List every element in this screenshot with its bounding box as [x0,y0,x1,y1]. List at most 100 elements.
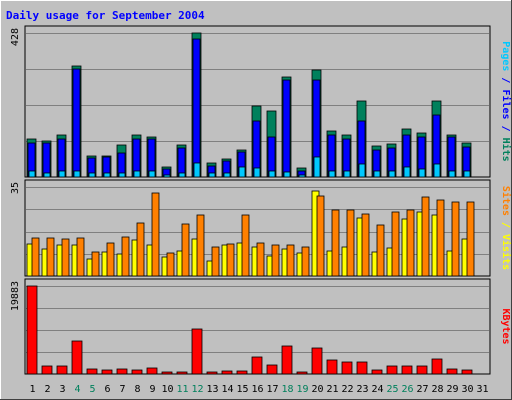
panel-bottom: 19883 KBytes [10,278,511,375]
bar-kbytes-day-29 [446,368,458,375]
chart-title: Daily usage for September 2004 [6,9,205,22]
bar-kbytes-day-27 [416,365,428,375]
bar-pages-day-19 [298,174,306,178]
x-label-day-22: 22 [341,384,353,395]
panel-top: 428 Pages / Files / Hits [10,25,512,178]
bar-sites-day-9 [151,192,160,277]
bar-pages-day-29 [448,170,456,178]
bar-kbytes-day-1 [26,285,38,375]
bar-kbytes-day-17 [266,364,278,375]
bar-kbytes-day-5 [86,368,98,375]
x-label-day-4: 4 [74,384,80,395]
bar-kbytes-day-18 [281,345,293,375]
bar-pages-day-25 [388,170,396,178]
bar-pages-day-11 [178,172,186,178]
bar-sites-day-5 [91,251,100,277]
panel-bottom-max-label: 19883 [10,281,21,311]
panel-middle-max-label: 35 [10,182,21,194]
bar-pages-day-9 [148,170,156,178]
bar-sites-day-8 [136,222,145,277]
x-label-day-16: 16 [251,384,263,395]
bar-pages-day-18 [283,171,291,178]
legend-part: Pages [500,41,511,71]
bar-kbytes-day-13 [206,371,218,375]
bar-pages-day-3 [58,170,66,178]
x-label-day-3: 3 [59,384,65,395]
legend-part: Hits [500,138,512,162]
bar-pages-day-30 [463,170,471,178]
bar-pages-day-7 [118,172,126,178]
bar-pages-day-6 [103,172,111,178]
bar-sites-day-15 [241,214,250,277]
bar-files-day-4 [72,68,81,178]
bar-kbytes-day-25 [386,365,398,375]
bar-pages-day-5 [88,172,96,178]
bar-sites-day-27 [421,196,430,277]
bar-pages-day-28 [433,163,441,178]
bar-sites-day-11 [181,223,190,277]
bar-sites-day-6 [106,242,115,277]
x-label-day-12: 12 [191,384,203,395]
x-label-day-18: 18 [281,384,293,395]
bar-kbytes-day-2 [41,365,53,375]
x-label-day-17: 17 [266,384,278,395]
bar-sites-day-20 [316,195,325,277]
bar-sites-day-16 [256,242,265,277]
bar-kbytes-day-12 [191,328,203,375]
bar-sites-day-26 [406,209,415,277]
x-label-day-13: 13 [206,384,218,395]
bar-sites-day-18 [286,244,295,277]
bar-sites-day-22 [346,209,355,277]
bar-sites-day-30 [466,201,475,277]
bar-kbytes-day-8 [131,369,143,375]
panel-middle-legend: Sites / Visits [500,186,512,270]
bar-kbytes-day-10 [161,371,173,375]
bar-sites-day-29 [451,201,460,277]
x-label-day-11: 11 [176,384,188,395]
bar-files-day-18 [282,79,291,178]
bar-pages-day-16 [253,167,261,178]
bar-kbytes-day-7 [116,368,128,375]
bar-kbytes-day-20 [311,347,323,375]
bar-kbytes-day-28 [431,358,443,375]
bar-kbytes-day-6 [101,369,113,375]
legend-part: Sites [500,186,512,216]
bar-pages-day-2 [43,172,51,178]
bar-kbytes-day-19 [296,371,308,375]
bar-sites-day-21 [331,209,340,277]
legend-part: / [500,120,511,138]
bar-pages-day-17 [268,170,276,178]
bar-pages-day-12 [193,162,201,178]
panel-top-legend: Pages / Files / Hits [500,41,512,161]
bar-kbytes-day-14 [221,370,233,375]
bar-sites-day-1 [31,237,40,277]
bar-sites-day-10 [166,252,175,277]
x-label-day-24: 24 [371,384,383,395]
bar-sites-day-24 [376,224,385,277]
legend-part: KBytes [500,308,511,344]
x-label-day-10: 10 [161,384,173,395]
legend-part: Files [500,89,512,119]
bar-kbytes-day-16 [251,356,263,375]
chart-panels: 428 Pages / Files / Hits 35 Sites / Visits 1… [10,25,512,375]
bar-sites-day-13 [211,246,220,277]
bar-pages-day-4 [73,170,81,178]
legend-part: / [500,71,511,89]
panel-top-max-label: 428 [10,28,21,46]
x-label-day-29: 29 [446,384,458,395]
bar-kbytes-day-26 [401,365,413,375]
bar-pages-day-8 [133,170,141,178]
bar-pages-day-20 [313,156,321,178]
x-label-day-27: 27 [416,384,428,395]
bar-pages-day-23 [358,163,366,178]
x-label-day-8: 8 [134,384,140,395]
x-label-day-9: 9 [149,384,155,395]
bar-sites-day-14 [226,243,235,277]
bar-files-day-12 [192,38,201,178]
bar-sites-day-23 [361,213,370,277]
bar-kbytes-day-24 [371,369,383,375]
bar-pages-day-1 [28,170,36,178]
bar-sites-day-28 [436,199,445,277]
bar-sites-day-17 [271,244,280,277]
